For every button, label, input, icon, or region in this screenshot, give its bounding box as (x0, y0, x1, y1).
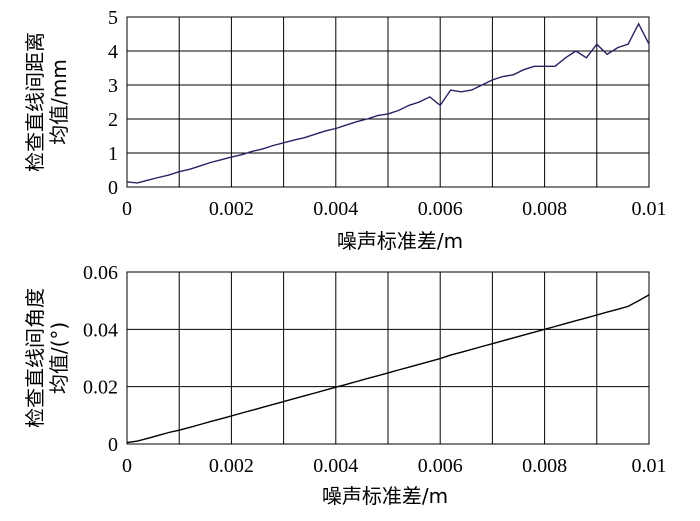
distance-grid (126, 16, 650, 188)
angle-y-tick-label: 0 (108, 434, 118, 456)
distance-x-tick-label: 0.01 (632, 198, 667, 220)
distance-chart: 0 0.002 0.004 0.006 0.008 0.01 0 1 2 3 4 5 噪声标准差/m… (23, 7, 667, 253)
distance-y-tick-label: 3 (108, 75, 118, 97)
distance-x-tick-label: 0.004 (313, 198, 358, 220)
angle-y-ticks: 0 0.02 0.04 0.06 (83, 262, 118, 456)
distance-x-ticks: 0 0.002 0.004 0.006 0.008 0.01 (122, 198, 667, 220)
distance-x-tick-label: 0.006 (418, 198, 463, 220)
angle-x-tick-label: 0.004 (313, 455, 358, 477)
angle-x-ticks: 0 0.002 0.004 0.006 0.008 0.01 (122, 455, 667, 477)
angle-grid (126, 271, 650, 445)
distance-plot-frame (126, 16, 650, 188)
angle-y-tick-label: 0.04 (83, 319, 118, 341)
angle-x-tick-label: 0.002 (209, 455, 254, 477)
angle-series-line (126, 294, 650, 444)
angle-x-tick-label: 0.01 (632, 455, 667, 477)
angle-chart: 0 0.002 0.004 0.006 0.008 0.01 00.020.040.06 … (23, 262, 667, 508)
distance-x-axis-label: 噪声标准差/m (337, 229, 463, 253)
distance-y-tick-label: 2 (108, 109, 118, 131)
distance-y-tick-label: 0 (108, 177, 118, 199)
angle-y-tick-label: 0.02 (83, 377, 118, 399)
angle-plot-frame (126, 271, 650, 445)
distance-y-axis-label-line1: 检查直线间距离 (23, 32, 47, 172)
angle-y-tick-label: 0.06 (83, 262, 118, 284)
distance-y-axis-label-line2: 均值/mm (47, 59, 71, 145)
angle-x-axis-label: 噪声标准差/m (322, 484, 448, 508)
angle-y-axis-label-line2: 均值/(°) (47, 322, 71, 394)
distance-y-tick-label: 1 (108, 143, 118, 165)
distance-series-line (126, 22, 650, 184)
distance-x-tick-label: 0.002 (209, 198, 254, 220)
distance-x-tick-label: 0 (122, 198, 132, 220)
distance-x-tick-label: 0.008 (522, 198, 567, 220)
distance-y-ticks: 0 1 2 3 4 5 (108, 7, 118, 199)
distance-y-tick-label: 4 (108, 41, 118, 63)
angle-y-axis-label-line1: 检查直线间角度 (23, 288, 47, 428)
angle-x-tick-label: 0.008 (522, 455, 567, 477)
distance-y-tick-label: 5 (108, 7, 118, 29)
angle-x-tick-label: 0.006 (418, 455, 463, 477)
angle-x-tick-label: 0 (122, 455, 132, 477)
